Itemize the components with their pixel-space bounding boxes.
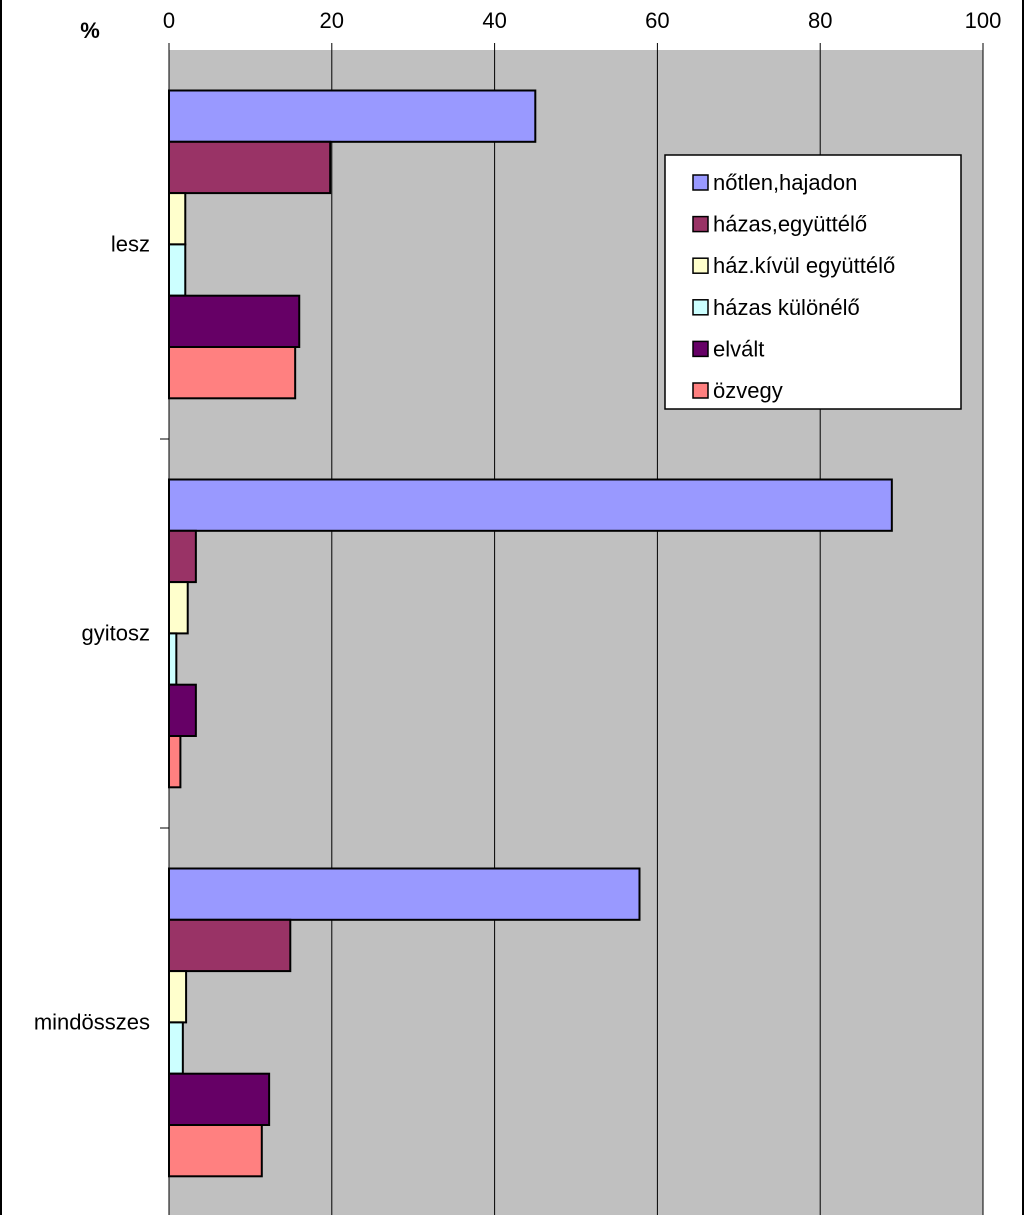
legend-label: házas különélő [713,295,860,320]
category-label: gyitosz [82,621,150,646]
bar [168,683,197,738]
bar [168,346,297,400]
legend-label: nőtlen,hajadon [713,170,857,195]
legend-label: elvált [713,336,764,361]
x-tick-label: 100 [965,8,1002,33]
bar [168,529,197,584]
legend-swatch [692,257,709,274]
bar [168,867,641,921]
legend-swatch [692,174,709,191]
bars [168,89,893,1178]
bar [168,140,332,195]
bar [168,632,178,686]
unit-label: % [80,18,100,43]
legend: nőtlen,hajadon házas,együttélő ház.kívül e… [664,154,962,410]
bar [168,735,182,789]
bar [168,1021,184,1075]
legend-label: ház.kívül együttélő [713,253,895,278]
category-label: mindösszes [34,1010,150,1035]
bar [168,970,188,1024]
legend-swatch [692,299,709,316]
legend-label: házas,együttélő [713,212,867,237]
bar [168,294,301,349]
bar [168,89,537,143]
x-tick-label: 80 [808,8,832,33]
x-tick-label: 40 [482,8,506,33]
bar [168,478,893,532]
bar [168,581,189,635]
legend-swatch [692,340,709,358]
bar [168,1124,263,1178]
x-tick-label: 0 [163,8,175,33]
bar [168,918,292,973]
bar [168,1072,271,1126]
x-tick-label: 60 [645,8,669,33]
category-label: lesz [111,232,150,257]
bar [168,243,187,297]
bar [168,192,187,246]
legend-swatch [692,382,709,399]
legend-box [664,154,962,410]
legend-swatch [692,215,709,233]
axes: 0 20 40 60 80 100 lesz gyitosz mindösszes [34,8,1002,1215]
legend-label: özvegy [713,378,783,403]
x-tick-label: 20 [320,8,344,33]
